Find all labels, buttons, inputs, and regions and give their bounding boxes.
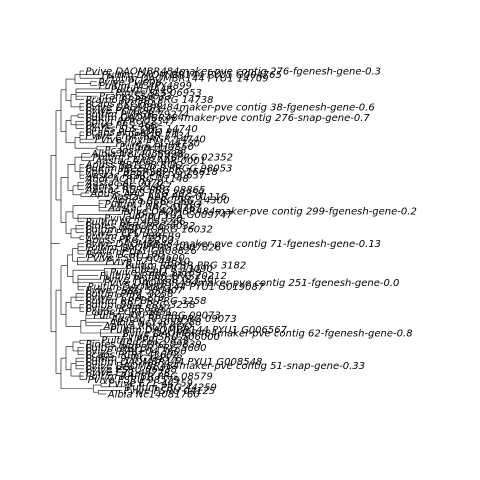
tree-leaf-label: Albia Nc14081760 — [107, 390, 200, 401]
tree-leaf-labels: Pvive DAOMBR484maker-pve contig 276-fgen… — [85, 67, 417, 401]
